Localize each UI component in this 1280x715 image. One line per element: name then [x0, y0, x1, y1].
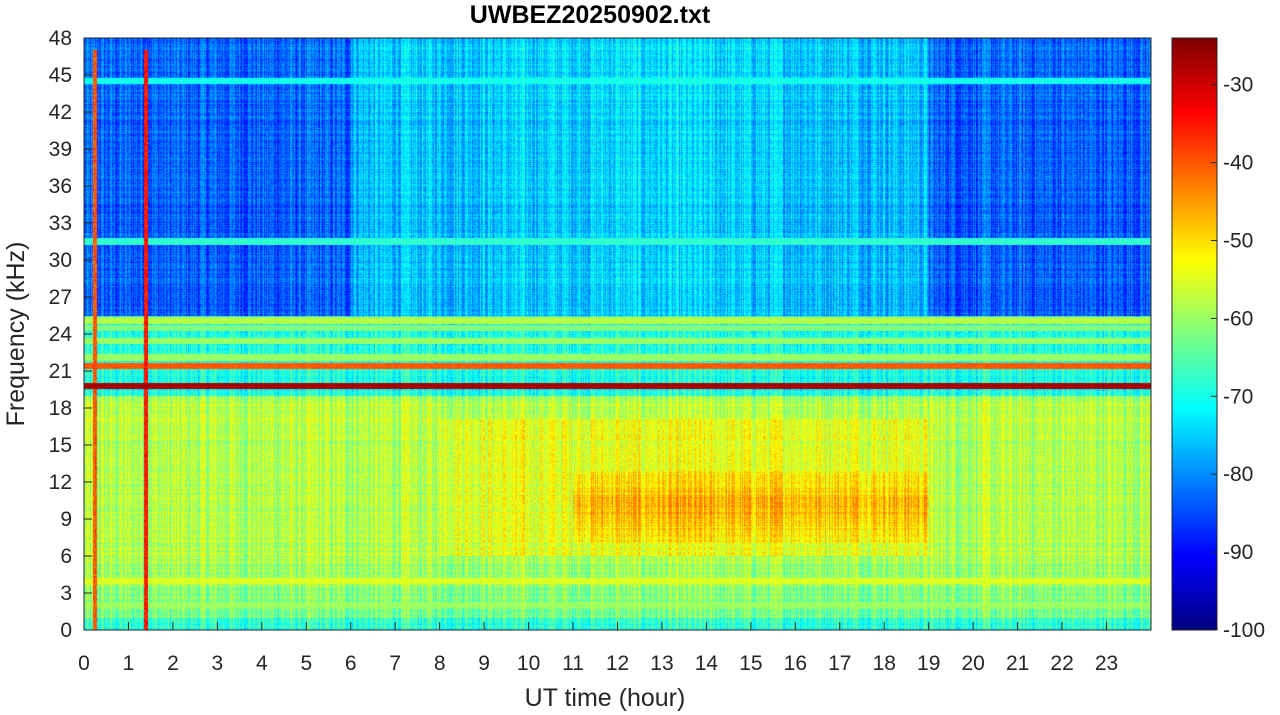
y-tick-label: 6	[60, 545, 72, 568]
chart-title: UWBEZ20250902.txt	[470, 1, 711, 29]
x-tick-label: 19	[917, 652, 940, 675]
x-tick-label: 20	[961, 652, 984, 675]
colorbar-tick-label: -50	[1223, 230, 1253, 253]
x-tick-label: 3	[212, 652, 224, 675]
y-tick-label: 3	[60, 582, 72, 605]
x-tick-label: 14	[695, 652, 719, 675]
x-tick-label: 13	[650, 652, 673, 675]
x-tick-label: 4	[256, 652, 268, 675]
colorbar-tick-label: -70	[1223, 385, 1253, 408]
x-tick-label: 11	[562, 652, 584, 675]
colorbar: -100 -90 -80 -70 -60 -50 -40 -30	[1171, 37, 1265, 642]
y-tick-label: 21	[49, 360, 72, 383]
y-tick-label: 39	[49, 138, 72, 161]
colorbar-frame	[1171, 37, 1218, 631]
colorbar-tick-label: -90	[1223, 541, 1253, 564]
colorbar-tick-label: -80	[1223, 463, 1253, 486]
x-tick-label: 23	[1095, 652, 1118, 675]
y-tick-label: 18	[49, 397, 72, 420]
x-tick-label: 7	[389, 652, 401, 675]
y-tick-label: 9	[60, 508, 72, 531]
y-tick-label: 45	[49, 64, 72, 87]
x-tick-label: 5	[300, 652, 312, 675]
x-tick-label: 9	[478, 652, 490, 675]
y-tick-label: 15	[49, 434, 72, 457]
colorbar-ticks: -100 -90 -80 -70 -60 -50 -40 -30	[1211, 74, 1265, 642]
y-tick-label: 24	[49, 323, 73, 346]
y-tick-label: 33	[49, 212, 72, 235]
x-tick-label: 0	[78, 652, 90, 675]
y-axis-label: Frequency (kHz)	[2, 242, 30, 427]
heatmap-raster	[84, 38, 1151, 630]
colorbar-gradient	[1172, 38, 1217, 630]
x-axis: 0 1 2 3 4 5 6 7 8 9 10 11 12 13 14 15 16 17 18 19 20 21 22 23	[78, 622, 1118, 675]
y-tick-label: 0	[60, 619, 72, 642]
x-tick-label: 17	[828, 652, 851, 675]
y-tick-label: 30	[49, 249, 72, 272]
x-tick-label: 6	[345, 652, 357, 675]
y-tick-label: 48	[49, 27, 72, 50]
x-tick-label: 16	[784, 652, 807, 675]
plot-area	[83, 37, 1152, 631]
x-tick-label: 1	[123, 652, 135, 675]
x-axis-label: UT time (hour)	[525, 684, 686, 712]
colorbar-tick-label: -100	[1223, 619, 1265, 642]
y-tick-label: 36	[49, 175, 72, 198]
x-tick-label: 22	[1050, 652, 1073, 675]
colorbar-tick-label: -30	[1223, 74, 1253, 97]
x-tick-label: 21	[1006, 652, 1029, 675]
x-tick-label: 18	[873, 652, 896, 675]
x-tick-label: 15	[739, 652, 762, 675]
y-tick-label: 42	[49, 101, 72, 124]
colorbar-tick-label: -60	[1223, 307, 1253, 330]
x-tick-label: 10	[517, 652, 540, 675]
y-tick-label: 27	[49, 286, 72, 309]
x-tick-label: 2	[167, 652, 179, 675]
y-tick-label: 12	[49, 471, 72, 494]
x-tick-label: 12	[606, 652, 629, 675]
colorbar-tick-label: -40	[1223, 152, 1253, 175]
x-tick-label: 8	[434, 652, 446, 675]
